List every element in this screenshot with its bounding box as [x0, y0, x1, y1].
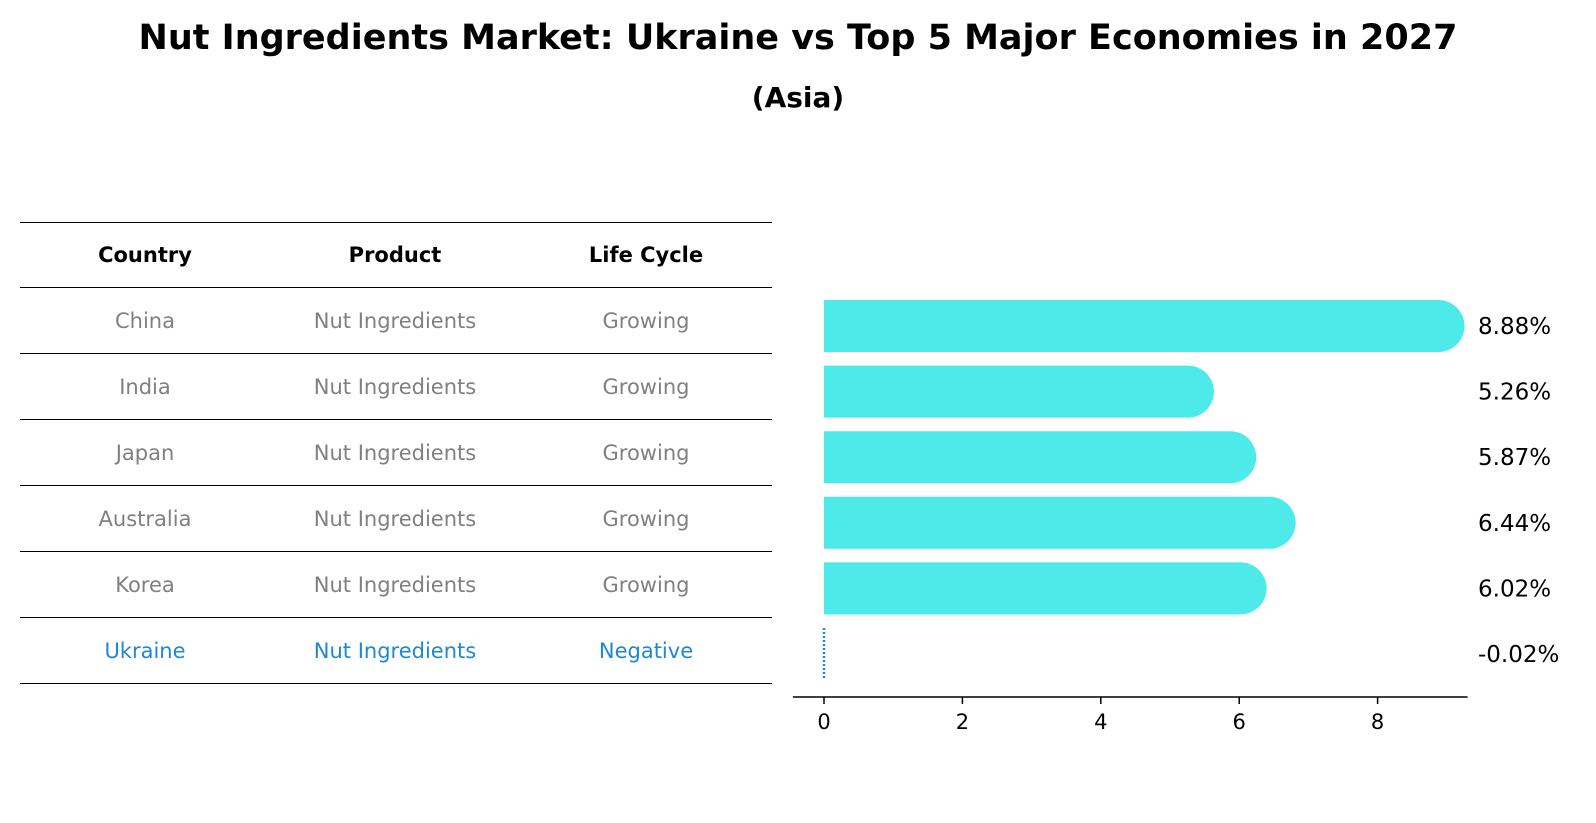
table-row: China Nut Ingredients Growing: [20, 288, 772, 354]
table-row: Japan Nut Ingredients Growing: [20, 420, 772, 486]
header-product: Product: [348, 243, 442, 267]
bar: [824, 496, 1296, 549]
value-label: 5.26%: [1478, 380, 1551, 406]
table-row-highlighted: Ukraine Nut Ingredients Negative: [20, 618, 772, 684]
x-tick-label: 0: [817, 710, 830, 734]
x-tick-label: 8: [1371, 710, 1384, 734]
market-table: Country Product Life Cycle China Nut Ing…: [20, 222, 772, 684]
cell-product: Nut Ingredients: [313, 308, 477, 333]
header-country: Country: [98, 243, 192, 267]
cell-country: India: [119, 374, 171, 399]
bar: [824, 562, 1267, 615]
cell-life-cycle: Growing: [602, 374, 690, 399]
value-label: 6.02%: [1478, 576, 1551, 602]
value-label: 8.88%: [1478, 314, 1551, 340]
bar: [824, 431, 1257, 484]
table-row: India Nut Ingredients Growing: [20, 354, 772, 420]
cell-product: Nut Ingredients: [313, 572, 477, 597]
x-tick-label: 4: [1094, 710, 1107, 734]
cell-country: Korea: [115, 572, 175, 597]
value-label: -0.02%: [1478, 642, 1559, 668]
bar: [824, 365, 1214, 418]
chart-subtitle: (Asia): [751, 81, 845, 114]
cell-country: Australia: [98, 506, 192, 531]
table-row: Australia Nut Ingredients Growing: [20, 486, 772, 552]
value-label: 6.44%: [1478, 511, 1551, 537]
cell-country: Japan: [115, 440, 175, 465]
cell-life-cycle: Growing: [602, 506, 690, 531]
header-life-cycle: Life Cycle: [588, 243, 704, 267]
table-header-row: Country Product Life Cycle: [20, 222, 772, 288]
x-tick-label: 2: [956, 710, 969, 734]
cell-life-cycle: Growing: [602, 308, 690, 333]
cell-country: China: [115, 308, 175, 333]
cell-life-cycle: Growing: [602, 572, 690, 597]
cell-life-cycle: Growing: [602, 440, 690, 465]
table-row: Korea Nut Ingredients Growing: [20, 552, 772, 618]
cell-product: Nut Ingredients: [313, 638, 477, 663]
cell-product: Nut Ingredients: [313, 440, 477, 465]
chart-title: Nut Ingredients Market: Ukraine vs Top 5…: [138, 18, 1458, 58]
cell-product: Nut Ingredients: [313, 374, 477, 399]
x-tick-label: 6: [1233, 710, 1246, 734]
cell-product: Nut Ingredients: [313, 506, 477, 531]
cell-country: Ukraine: [104, 638, 186, 663]
bar: [824, 300, 1465, 352]
cell-life-cycle: Negative: [598, 638, 694, 663]
value-label: 5.87%: [1478, 445, 1551, 471]
